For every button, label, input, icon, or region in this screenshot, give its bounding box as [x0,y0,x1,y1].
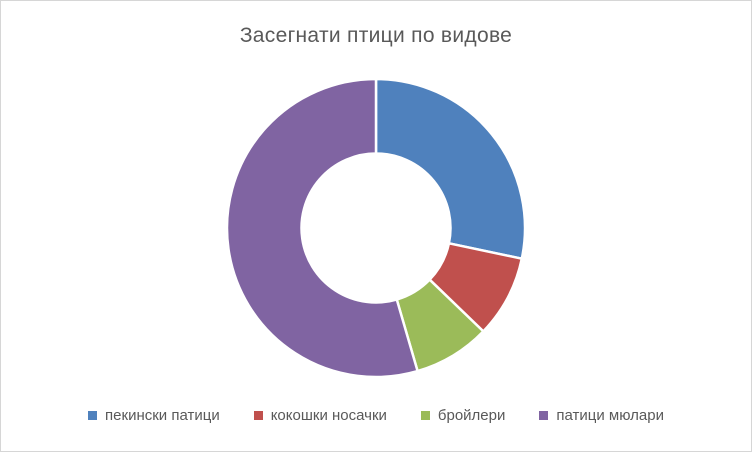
legend-swatch [420,411,430,420]
legend-item: патици мюлари [539,407,664,424]
donut-slice-4 [225,77,419,379]
legend-label: пекински патици [105,407,220,424]
legend-label: патици мюлари [556,407,664,424]
legend-label: бройлери [437,407,506,424]
donut-slice-1 [374,77,527,260]
legend-item: бройлери [420,407,506,424]
legend-swatch [88,411,98,420]
chart-legend: пекински патици кокошки носачки бройлери па… [1,407,751,424]
chart-title: Засегнати птици по видове [239,24,513,47]
legend-item: кокошки носачки [253,407,387,424]
legend-item: пекински патици [88,407,220,424]
legend-label: кокошки носачки [270,407,387,424]
legend-swatch [539,411,549,420]
legend-swatch [253,411,263,420]
